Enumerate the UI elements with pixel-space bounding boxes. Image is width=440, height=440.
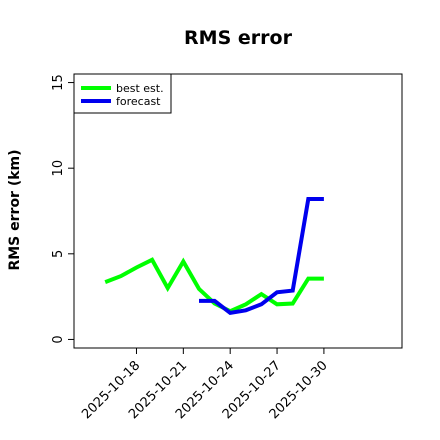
- chart-title: RMS error: [184, 27, 293, 49]
- y-tick-label: 15: [51, 74, 66, 91]
- series-line-forecast: [199, 197, 324, 316]
- series-line-best-est: [104, 257, 324, 314]
- y-axis-label: RMS error (km): [7, 149, 23, 270]
- series-layer: [104, 197, 324, 316]
- plot-frame: [73, 73, 403, 349]
- y-tick-label: 5: [51, 250, 66, 258]
- legend-label-best-est: best est.: [116, 82, 164, 95]
- x-axis-ticks: 2025-10-182025-10-212025-10-242025-10-27…: [79, 348, 331, 422]
- y-tick-label: 10: [51, 160, 66, 177]
- legend-label-forecast: forecast: [116, 95, 161, 108]
- y-axis-ticks: 0 5 10 15: [51, 74, 74, 344]
- legend-box: [73, 73, 172, 114]
- y-tick-label: 0: [51, 335, 66, 343]
- legend: best est. forecast: [73, 73, 172, 114]
